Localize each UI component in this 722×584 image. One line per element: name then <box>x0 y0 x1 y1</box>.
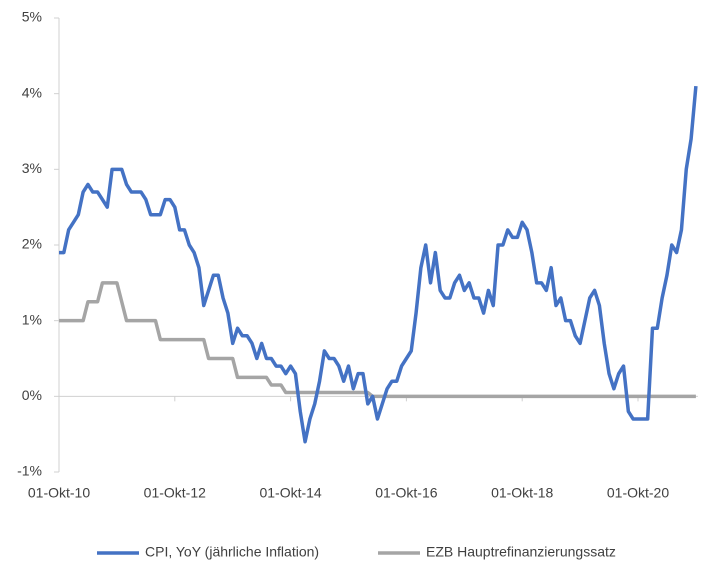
x-tick-label: 01-Okt-20 <box>607 485 669 501</box>
x-tick-label: 01-Okt-16 <box>375 485 437 501</box>
y-tick-label: 4% <box>22 84 42 100</box>
x-tick-label: 01-Okt-18 <box>491 485 553 501</box>
series-line <box>59 85 698 444</box>
y-tick-label: 3% <box>22 160 42 176</box>
x-tick-label: 01-Okt-10 <box>28 485 90 501</box>
legend-label: CPI, YoY (jährliche Inflation) <box>145 544 319 560</box>
series-line <box>59 281 696 399</box>
y-tick-label: 2% <box>22 236 42 252</box>
y-tick-label: 5% <box>22 9 42 25</box>
x-tick-label: 01-Okt-14 <box>259 485 321 501</box>
y-tick-label: 1% <box>22 311 42 327</box>
y-tick-label: -1% <box>17 463 42 479</box>
y-tick-label: 0% <box>22 387 42 403</box>
legend-label: EZB Hauptrefinanzierungssatz <box>426 544 616 560</box>
x-tick-label: 01-Okt-12 <box>144 485 206 501</box>
